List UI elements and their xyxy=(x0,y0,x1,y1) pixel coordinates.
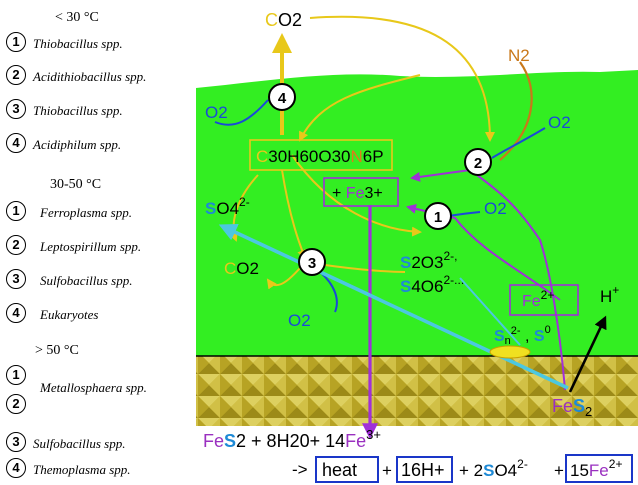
svg-text:4: 4 xyxy=(278,90,287,107)
thiosulfate-label: S2O32-, xyxy=(400,249,458,272)
legend-high-1: Metallosphaera spp. xyxy=(40,380,147,395)
sulfate-product: + 2SO42- xyxy=(459,457,528,480)
node-2: 2 xyxy=(464,148,492,176)
co2-top-label: CO2 xyxy=(265,10,302,30)
legend-low-3: Thiobacillus spp. xyxy=(33,103,123,118)
svg-text:+: + xyxy=(382,461,392,480)
equation-arrow: -> xyxy=(292,460,308,479)
svg-text:+: + xyxy=(554,461,564,480)
co2-mid-label: CO2 xyxy=(224,259,259,278)
legend-number-1: 1 xyxy=(6,365,26,385)
temp-header-high: > 50 °C xyxy=(35,343,79,358)
fe3-box xyxy=(323,177,399,207)
legend-mid-1: Ferroplasma spp. xyxy=(40,205,132,220)
ore-surface xyxy=(196,356,638,426)
hplus-label: H+ xyxy=(600,283,619,306)
legend-number-4: 4 xyxy=(6,133,26,153)
node-4: 4 xyxy=(268,83,296,111)
biomass-formula: C30H60O30N6P xyxy=(256,147,384,166)
hplus-box xyxy=(396,456,453,483)
polysulfide-label: Sn2- , S0 xyxy=(494,324,551,347)
legend-number-4: 4 xyxy=(6,458,26,478)
equation-line-1: FeS2 + 8H20+ 14Fe3+ xyxy=(203,427,381,451)
pyrite-label: FeS2 xyxy=(552,396,592,419)
fe2-product-box xyxy=(565,454,633,483)
temp-header-low: < 30 °C xyxy=(55,10,99,25)
node-1: 1 xyxy=(424,202,452,230)
legend-high-3: Themoplasma spp. xyxy=(33,462,131,477)
o2-label-c: O2 xyxy=(484,199,507,218)
fe3-label: + Fe3+ xyxy=(332,185,383,202)
legend-number-3: 3 xyxy=(6,432,26,452)
legend-mid-3: Sulfobacillus spp. xyxy=(40,273,133,288)
fe2-label: Fe2+ xyxy=(522,288,554,310)
legend-number-2: 2 xyxy=(6,235,26,255)
n2-fixation-line xyxy=(499,61,533,161)
legend-high-2: Sulfobacillus spp. xyxy=(33,436,126,451)
svg-text:3: 3 xyxy=(308,255,316,272)
o2-label-a: O2 xyxy=(205,103,228,122)
legend-number-3: 3 xyxy=(6,269,26,289)
node-3: 3 xyxy=(298,248,326,276)
co2-fixation-arrow xyxy=(309,15,495,142)
temp-header-mid: 30-50 °C xyxy=(50,177,102,192)
sulfate-label: SO42- xyxy=(205,195,250,218)
fe2-product-label: 15Fe2+ xyxy=(570,457,622,480)
fe2-box xyxy=(509,284,579,316)
sulfate-arrow xyxy=(218,223,569,390)
legend-number-1: 1 xyxy=(6,201,26,221)
heat-box xyxy=(315,456,379,483)
elemental-sulfur-deposit xyxy=(489,345,531,359)
legend-low-2: Acidithiobacillus spp. xyxy=(33,69,147,84)
hplus16-label: 16H+ xyxy=(401,460,445,480)
legend-number-4: 4 xyxy=(6,303,26,323)
n2-label: N2 xyxy=(508,46,530,65)
svg-text:2: 2 xyxy=(474,155,482,172)
legend-low-4: Acidiphilum spp. xyxy=(33,137,122,152)
organism-legend: < 30 °C 1 Thiobacillus spp. 2 Acidithiob… xyxy=(0,0,200,485)
hplus-arrow xyxy=(568,315,607,393)
legend-number-2: 2 xyxy=(6,65,26,85)
leach-solution xyxy=(196,70,638,356)
o2-label-d: O2 xyxy=(288,311,311,330)
legend-low-1: Thiobacillus spp. xyxy=(33,36,123,51)
o2-label-b: O2 xyxy=(548,113,571,132)
legend-number-1: 1 xyxy=(6,32,26,52)
tetrathionate-label: S4O62-... xyxy=(400,273,464,296)
heat-label: heat xyxy=(322,460,357,480)
biomass-box xyxy=(249,139,393,171)
legend-number-3: 3 xyxy=(6,99,26,119)
legend-number-2: 2 xyxy=(6,394,26,414)
legend-mid-2: Leptospirillum spp. xyxy=(40,239,142,254)
legend-mid-4: Eukaryotes xyxy=(40,307,99,322)
svg-text:1: 1 xyxy=(434,209,442,226)
